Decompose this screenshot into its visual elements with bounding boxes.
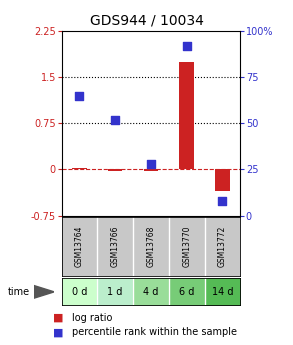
Polygon shape [34,285,54,298]
Text: ■: ■ [53,313,63,323]
Text: GSM13770: GSM13770 [182,226,191,267]
Point [113,117,117,122]
Text: 1 d: 1 d [108,287,123,297]
Text: GSM13764: GSM13764 [75,226,84,267]
Text: GSM13766: GSM13766 [111,226,120,267]
Bar [108,169,122,171]
Point [184,43,189,49]
Text: percentile rank within the sample: percentile rank within the sample [72,327,237,337]
Text: GSM13772: GSM13772 [218,226,227,267]
Text: 0 d: 0 d [72,287,87,297]
Point [149,161,153,167]
Text: log ratio: log ratio [72,313,112,323]
Bar [72,168,86,169]
Point [220,198,225,204]
Text: GSM13768: GSM13768 [146,226,155,267]
Point [77,93,82,98]
Bar [180,62,194,169]
Text: 6 d: 6 d [179,287,194,297]
Bar [144,169,158,171]
Text: 4 d: 4 d [143,287,159,297]
Text: 14 d: 14 d [212,287,233,297]
Bar [215,169,229,191]
Text: GDS944 / 10034: GDS944 / 10034 [90,13,203,27]
Text: time: time [7,287,30,297]
Text: ■: ■ [53,327,63,337]
